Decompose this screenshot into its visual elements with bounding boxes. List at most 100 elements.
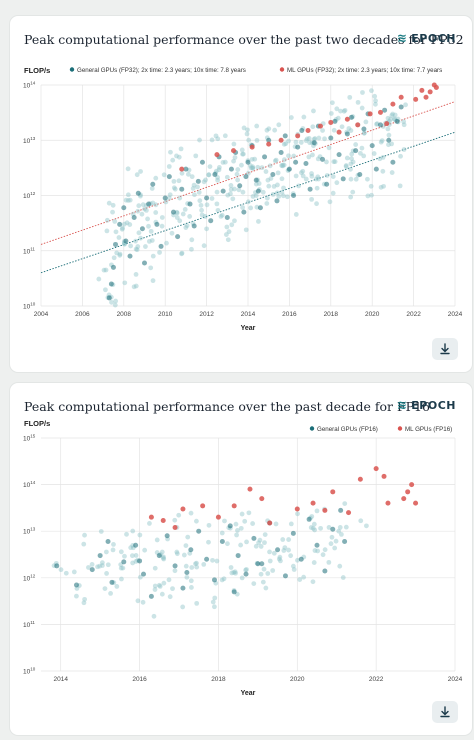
background-point bbox=[298, 140, 304, 145]
background-point bbox=[225, 237, 231, 243]
background-point bbox=[231, 158, 236, 164]
data-point bbox=[314, 542, 320, 548]
background-point bbox=[174, 551, 180, 557]
data-point bbox=[199, 159, 205, 165]
background-point bbox=[167, 594, 173, 600]
background-point bbox=[315, 548, 321, 554]
background-point bbox=[153, 202, 159, 208]
background-point bbox=[326, 559, 332, 565]
background-point bbox=[199, 207, 204, 213]
data-point bbox=[212, 171, 218, 177]
background-point bbox=[124, 220, 130, 226]
background-point bbox=[365, 176, 370, 182]
data-point bbox=[121, 205, 127, 211]
background-point bbox=[245, 127, 250, 133]
data-point bbox=[398, 104, 404, 110]
background-point bbox=[248, 205, 254, 211]
background-point bbox=[270, 568, 276, 573]
background-point bbox=[348, 194, 354, 200]
background-point bbox=[283, 141, 289, 147]
background-point bbox=[207, 164, 213, 170]
data-point bbox=[224, 214, 230, 220]
background-point bbox=[268, 176, 274, 181]
background-point bbox=[286, 153, 291, 159]
background-point bbox=[189, 237, 195, 243]
background-point bbox=[233, 570, 238, 576]
background-point bbox=[201, 243, 207, 249]
background-point bbox=[104, 571, 109, 576]
y-axis-label: FLOP/s bbox=[24, 419, 50, 428]
background-point bbox=[136, 230, 142, 236]
background-point bbox=[254, 123, 260, 129]
background-point bbox=[119, 226, 125, 232]
background-point bbox=[244, 539, 249, 545]
background-point bbox=[116, 235, 122, 240]
background-point bbox=[181, 552, 187, 558]
background-point bbox=[161, 554, 166, 560]
legend-dot bbox=[309, 426, 315, 431]
background-point bbox=[250, 165, 256, 171]
background-point bbox=[152, 583, 158, 589]
background-point bbox=[234, 171, 240, 177]
background-point bbox=[349, 156, 354, 162]
background-point bbox=[176, 154, 182, 160]
y-tick-label: 1010 bbox=[23, 667, 36, 676]
fp16-scatter-chart: FLOP/s General GPUs (FP16) ML GPUs (FP16) 1… bbox=[23, 419, 463, 697]
background-point bbox=[145, 216, 150, 222]
data-point bbox=[106, 295, 112, 301]
background-point bbox=[248, 165, 254, 171]
background-point bbox=[286, 537, 292, 542]
background-point bbox=[243, 227, 249, 233]
brand-logo: ≋ EPOCH bbox=[397, 31, 456, 45]
background-point bbox=[353, 176, 359, 182]
background-point bbox=[276, 122, 282, 128]
background-point bbox=[260, 189, 266, 195]
background-point bbox=[142, 547, 148, 553]
y-tick-label: 1013 bbox=[23, 136, 36, 145]
background-point bbox=[347, 94, 353, 100]
background-point bbox=[339, 124, 345, 130]
background-point bbox=[324, 173, 330, 178]
background-point bbox=[206, 172, 212, 178]
data-point bbox=[214, 152, 220, 158]
background-point bbox=[201, 179, 207, 185]
background-point bbox=[320, 552, 326, 558]
background-point bbox=[150, 253, 156, 259]
background-point bbox=[249, 156, 255, 162]
x-tick-label: 2014 bbox=[53, 676, 68, 683]
background-point bbox=[266, 126, 272, 132]
download-button[interactable] bbox=[432, 701, 458, 723]
data-point bbox=[270, 171, 276, 177]
background-point bbox=[272, 127, 278, 133]
background-point bbox=[343, 164, 349, 169]
background-point bbox=[232, 186, 237, 192]
background-point bbox=[183, 225, 189, 230]
data-point bbox=[322, 507, 328, 513]
legend-item: General GPUs (FP32); 2x time: 2.3 years;… bbox=[69, 67, 246, 74]
background-point bbox=[209, 196, 215, 201]
background-point bbox=[203, 177, 208, 183]
background-point bbox=[110, 202, 116, 208]
background-point bbox=[163, 199, 169, 205]
background-point bbox=[342, 501, 348, 507]
background-point bbox=[210, 599, 216, 605]
background-point bbox=[295, 511, 300, 517]
background-point bbox=[216, 164, 222, 170]
background-point bbox=[256, 540, 262, 546]
background-point bbox=[373, 98, 378, 104]
x-tick-label: 2014 bbox=[241, 311, 256, 318]
data-point bbox=[361, 126, 367, 132]
background-point bbox=[221, 576, 227, 582]
background-point bbox=[334, 180, 340, 186]
legend-item: ML GPUs (FP32); 2x time: 2.3 years; 10x … bbox=[279, 67, 442, 74]
background-point bbox=[288, 521, 294, 527]
background-point bbox=[320, 128, 325, 133]
background-point bbox=[190, 186, 196, 191]
background-point bbox=[86, 565, 91, 570]
background-point bbox=[215, 177, 221, 183]
data-point bbox=[97, 553, 103, 559]
download-button[interactable] bbox=[432, 338, 458, 360]
background-point bbox=[361, 130, 367, 136]
background-point bbox=[179, 170, 185, 176]
background-point bbox=[219, 577, 225, 583]
